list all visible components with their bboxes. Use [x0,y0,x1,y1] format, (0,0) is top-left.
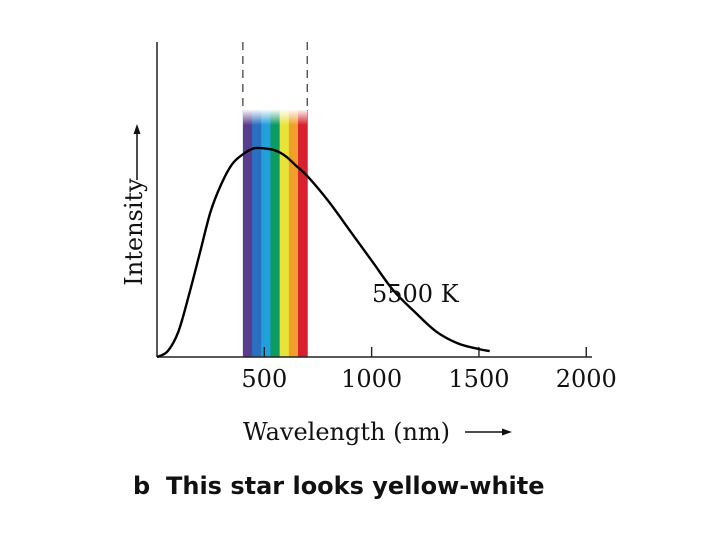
spectrum-stripe [261,110,271,357]
x-axis-arrow-head [502,428,512,436]
x-ticks [263,347,587,357]
y-axis-arrow-head [133,124,141,134]
panel-label: b [133,472,150,500]
spectrum-top-fade [242,109,308,125]
x-tick-label: 2000 [556,365,617,393]
spectrum-stripe [242,110,253,357]
spectrum-stripe [279,110,290,357]
x-axis-label: Wavelength (nm) [243,418,450,446]
spectrum-stripe [252,110,262,357]
x-tick-labels: 500 1000 1500 2000 [241,365,616,393]
series-line-5500K [156,146,490,359]
spectrum-stripe [288,110,299,357]
spectrum-stripe [270,110,281,357]
curve-label: 5500 K [372,280,460,308]
caption: This star looks yellow-white [166,472,545,500]
x-tick-label: 500 [241,365,287,393]
visible-spectrum-band [242,110,308,357]
x-tick-label: 1000 [341,365,402,393]
x-tick-label: 1500 [448,365,509,393]
y-axis-label: Intensity [120,178,148,286]
spectrum-stripe [298,110,308,357]
